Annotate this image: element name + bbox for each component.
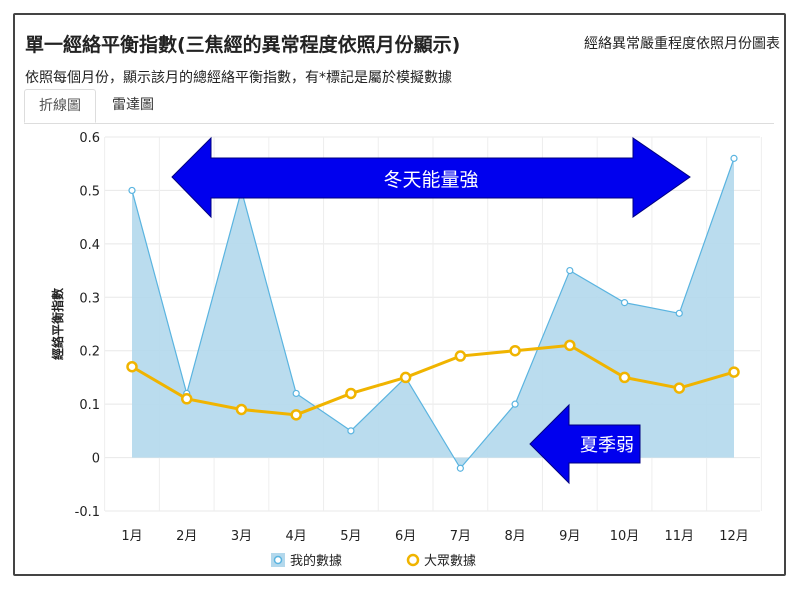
my-data-area [132,158,734,469]
x-tick-label: 9月 [559,529,580,544]
chart-tabs: 折線圖 雷達圖 [24,89,774,124]
public-data-point [126,360,138,373]
x-tick-label: 11月 [664,529,694,544]
public-data-point [235,403,248,416]
x-tick-label: 1月 [121,529,142,544]
public-data-point [290,409,302,421]
y-tick-label: 0.1 [79,398,100,413]
x-tick-label: 6月 [395,529,416,544]
chart-description: 依照每個月份，顯示該月的總經絡平衡指數，有*標記是屬於模擬數據 [25,70,452,86]
x-tick-label: 7月 [450,529,471,544]
winter-annotation-text: 冬天能量強 [383,169,478,191]
x-tick-label: 5月 [340,529,361,544]
y-tick-label: 0 [92,452,100,467]
my-data-line [131,158,735,470]
public-data-point [454,350,467,362]
x-tick-label: 2月 [176,529,197,544]
my-data-point [347,427,355,435]
chart-card [13,13,786,576]
my-data-point [511,400,519,408]
double-arrow-annotation [171,136,691,219]
my-data-point [566,266,574,275]
left-arrow-annotation [529,403,641,485]
legend-marker-public-data [406,553,420,567]
public-data-point [728,366,740,378]
y-tick-label: 0.2 [79,345,100,360]
my-data-point [456,464,464,472]
legend-label-public-data: 大眾數據 [424,554,476,569]
y-tick-label: 0.4 [79,238,100,253]
public-data-point [345,387,357,400]
x-tick-label: 10月 [610,529,640,544]
tab-line-chart[interactable]: 折線圖 [24,89,96,123]
legend-label-my-data: 我的數據 [290,553,342,569]
x-tick-label: 4月 [286,529,307,544]
public-data-point [180,393,193,405]
page-title: 單一經絡平衡指數(三焦經的異常程度依照月份顯示) [25,34,461,56]
my-data-point [730,154,738,162]
y-tick-label: 0.5 [79,184,100,199]
y-axis-label: 經絡平衡指數 [50,288,65,360]
tab-radar-chart[interactable]: 雷達圖 [112,97,154,113]
summer-annotation-text: 夏季弱 [580,435,634,456]
my-data-point [292,389,300,398]
y-tick-label: -0.1 [75,505,100,520]
y-tick-label: 0.3 [79,291,100,306]
x-tick-label: 8月 [504,529,525,544]
y-tick-label: 0.6 [79,131,100,146]
public-data-point [399,371,412,384]
my-data-point [620,299,629,307]
legend-marker-my-data [273,555,283,565]
my-data-point [675,309,683,317]
public-data-line [131,343,735,417]
public-data-point [673,382,686,394]
x-tick-label: 12月 [719,529,749,544]
public-data-point [618,371,631,384]
public-data-point [564,339,576,352]
public-data-point [509,344,521,357]
chart-subtitle: 經絡異常嚴重程度依照月份圖表 [584,36,780,52]
my-data-point [128,186,136,195]
x-tick-label: 3月 [231,529,252,544]
